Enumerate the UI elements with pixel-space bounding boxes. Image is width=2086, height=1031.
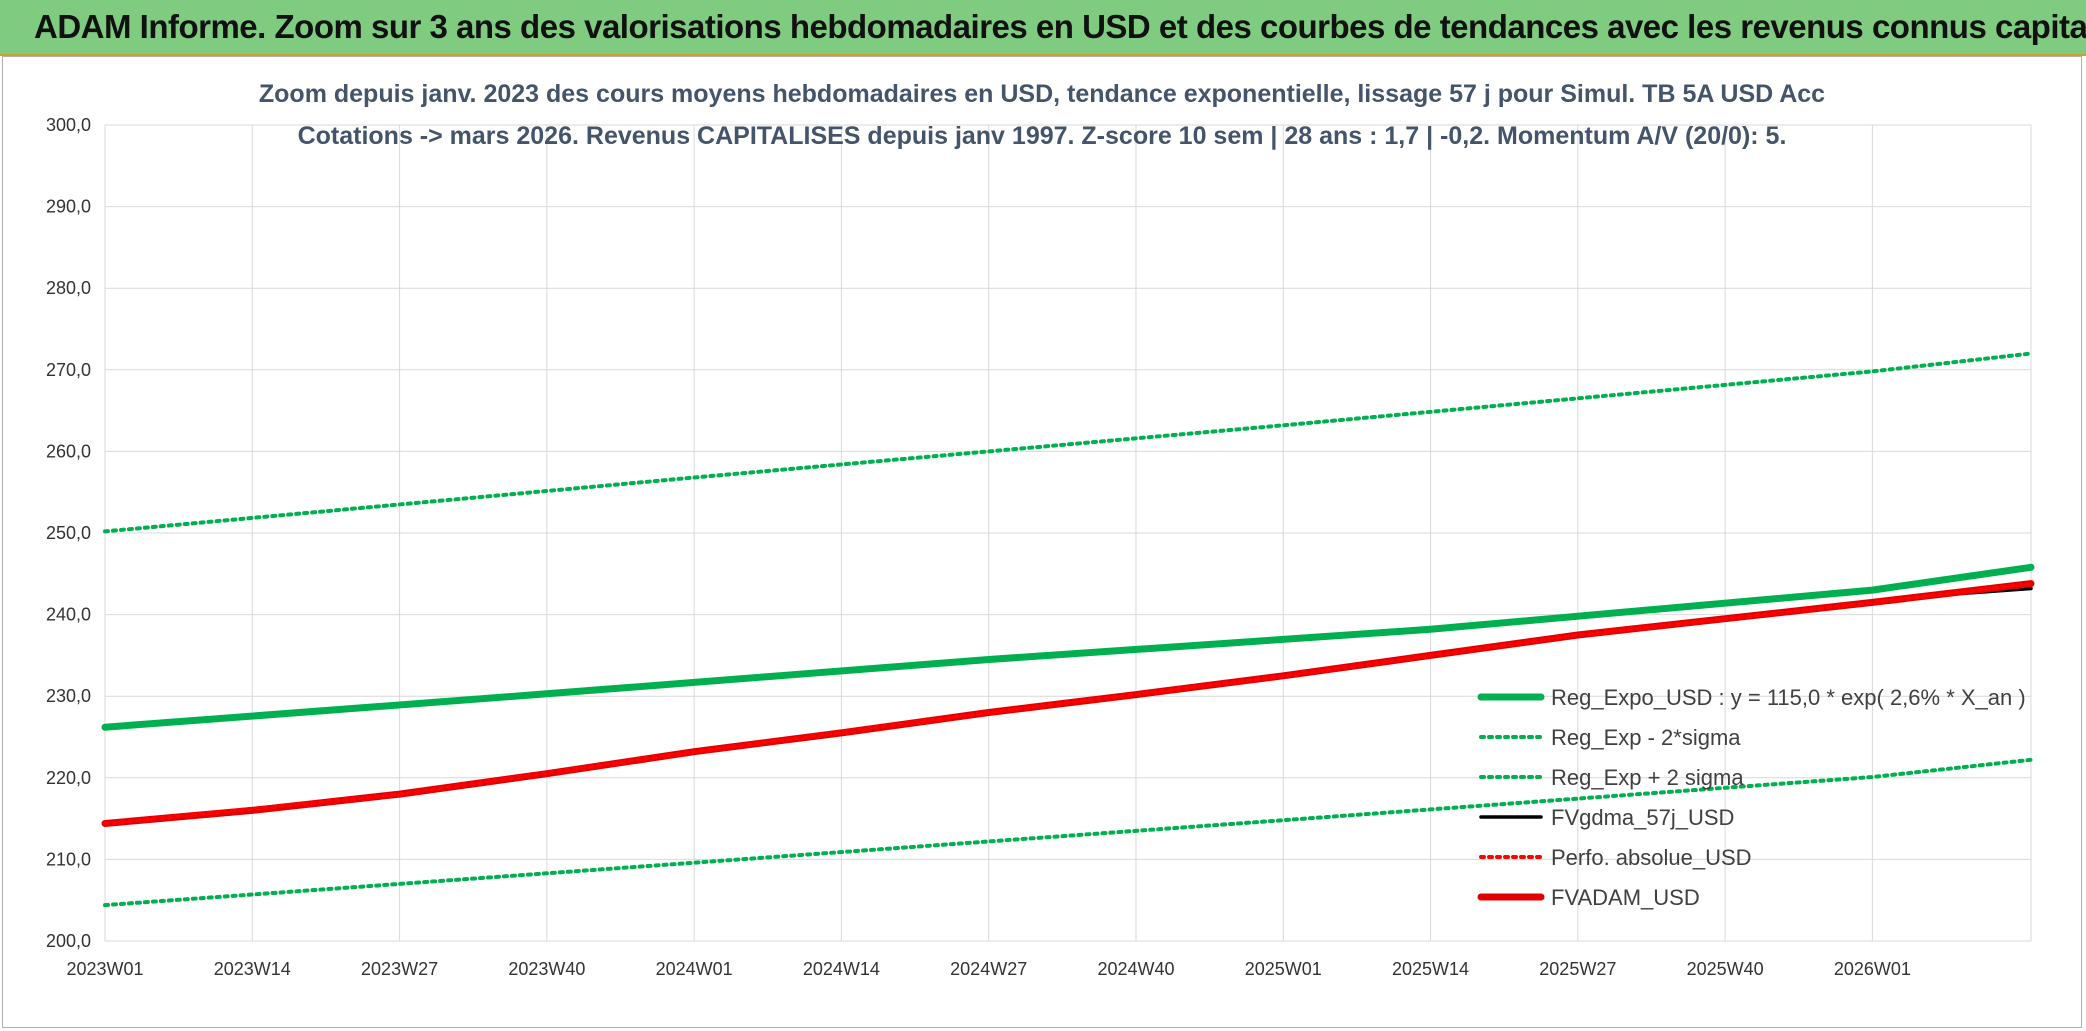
report-banner: ADAM Informe. Zoom sur 3 ans des valoris… xyxy=(0,0,2086,56)
axes: 200,0 210,0 220,0 230,0 240,0 250,0 260,0 270,0… xyxy=(46,115,1911,979)
y-tick-label: 280,0 xyxy=(46,278,91,298)
legend-label: Reg_Exp + 2 sigma xyxy=(1551,765,1744,790)
chart-title-line-2: Cotations -> mars 2026. Revenus CAPITALI… xyxy=(298,122,1787,150)
x-tick-label: 2023W01 xyxy=(66,959,143,979)
x-tick-label: 2024W01 xyxy=(656,959,733,979)
x-tick-label: 2023W40 xyxy=(508,959,585,979)
line-chart: 200,0 210,0 220,0 230,0 240,0 250,0 260,0 270,0… xyxy=(46,80,2035,979)
x-tick-label: 2023W27 xyxy=(361,959,438,979)
legend-label: Perfo. absolue_USD xyxy=(1551,845,1752,870)
series-line-1 xyxy=(103,757,2033,908)
legend: Reg_Expo_USD : y = 115,0 * exp( 2,6% * X… xyxy=(1477,685,2026,910)
series-line-4 xyxy=(103,581,2033,826)
x-tick-label: 2025W01 xyxy=(1245,959,1322,979)
x-tick-label: 2023W14 xyxy=(214,959,291,979)
grid xyxy=(104,124,2032,942)
series-lines xyxy=(101,351,2035,908)
legend-label: Reg_Expo_USD : y = 115,0 * exp( 2,6% * X… xyxy=(1551,685,2026,710)
chart-title-line-1: Zoom depuis janv. 2023 des cours moyens … xyxy=(259,80,1825,108)
legend-label: FVgdma_57j_USD xyxy=(1551,805,1734,830)
series-line-0 xyxy=(101,563,2035,731)
x-tick-label: 2025W14 xyxy=(1392,959,1469,979)
y-tick-label: 270,0 xyxy=(46,360,91,380)
y-tick-label: 220,0 xyxy=(46,768,91,788)
y-tick-label: 300,0 xyxy=(46,115,91,135)
legend-label: FVADAM_USD xyxy=(1551,885,1700,910)
chart-area: 200,0 210,0 220,0 230,0 240,0 250,0 260,0 270,0… xyxy=(2,56,2082,1028)
y-tick-label: 260,0 xyxy=(46,441,91,461)
series-line-2 xyxy=(103,351,2033,534)
x-tick-label: 2025W27 xyxy=(1539,959,1616,979)
x-tick-label: 2026W01 xyxy=(1834,959,1911,979)
y-tick-label: 250,0 xyxy=(46,523,91,543)
y-tick-label: 210,0 xyxy=(46,849,91,869)
report-title: ADAM Informe. Zoom sur 3 ans des valoris… xyxy=(34,8,2086,45)
y-tick-label: 230,0 xyxy=(46,686,91,706)
x-tick-label: 2024W40 xyxy=(1097,959,1174,979)
y-tick-label: 240,0 xyxy=(46,605,91,625)
y-tick-label: 290,0 xyxy=(46,197,91,217)
x-tick-label: 2024W14 xyxy=(803,959,880,979)
x-tick-label: 2024W27 xyxy=(950,959,1027,979)
y-tick-label: 200,0 xyxy=(46,931,91,951)
legend-label: Reg_Exp - 2*sigma xyxy=(1551,725,1741,750)
x-tick-label: 2025W40 xyxy=(1687,959,1764,979)
